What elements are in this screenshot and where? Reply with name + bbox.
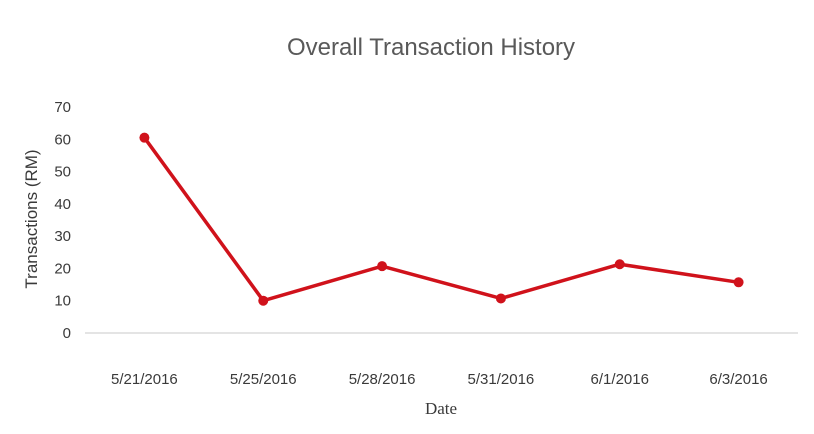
series-group: [139, 133, 743, 306]
y-tick-label: 60: [54, 131, 71, 148]
x-tick-label: 5/25/2016: [230, 371, 297, 388]
y-tick-label: 20: [54, 260, 71, 277]
x-tick-label: 5/21/2016: [111, 371, 178, 388]
y-tick-label: 10: [54, 293, 71, 310]
y-axis-label: Transactions (RM): [22, 149, 41, 288]
y-tick-label: 40: [54, 196, 71, 213]
x-tick-label: 5/31/2016: [468, 371, 535, 388]
y-tick-label: 70: [54, 99, 71, 116]
series-line: [144, 138, 738, 301]
data-point[interactable]: [734, 277, 744, 287]
x-tick-label: 5/28/2016: [349, 371, 416, 388]
chart-title: Overall Transaction History: [287, 34, 575, 61]
x-tick-label: 6/1/2016: [591, 371, 649, 388]
data-point[interactable]: [496, 293, 506, 303]
data-point[interactable]: [377, 261, 387, 271]
data-point[interactable]: [139, 133, 149, 143]
y-tick-label: 50: [54, 164, 71, 181]
data-point[interactable]: [258, 296, 268, 306]
data-point[interactable]: [615, 259, 625, 269]
y-tick-label: 30: [54, 228, 71, 245]
x-tick-label: 6/3/2016: [709, 371, 767, 388]
x-axis-label: Date: [425, 399, 457, 418]
y-tick-labels: 0 10 20 30 40 50 60 70: [54, 99, 71, 342]
y-tick-label: 0: [63, 325, 71, 342]
x-tick-labels: 5/21/2016 5/25/2016 5/28/2016 5/31/2016 6/1/…: [111, 371, 768, 388]
